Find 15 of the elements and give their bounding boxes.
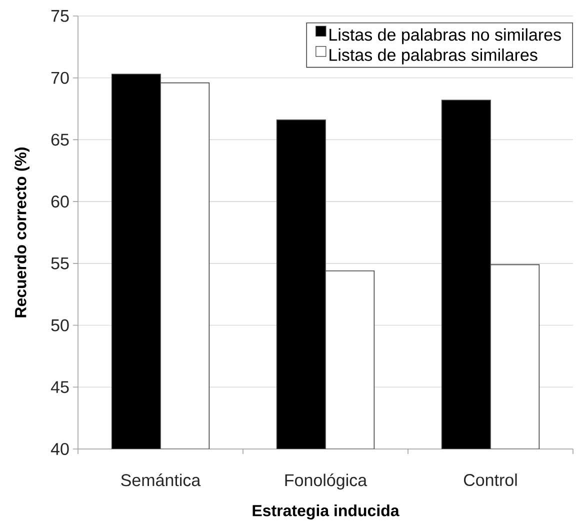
legend-label: Listas de palabras no similares	[330, 28, 561, 44]
legend-label: Listas de palabras similares	[330, 48, 538, 64]
y-tick-label: 50	[51, 319, 69, 332]
y-axis-title: Recuerdo correcto (%)	[14, 148, 30, 318]
x-tick-label: Semántica	[121, 474, 201, 486]
x-tick-label: Control	[464, 474, 517, 486]
y-tick-label: 55	[51, 257, 69, 270]
y-tick-label: 70	[51, 72, 69, 84]
y-tick-label: 75	[51, 10, 69, 22]
y-tick-label: 60	[51, 196, 69, 208]
x-tick-label: Fonológica	[285, 474, 368, 490]
y-tick-label: 65	[51, 134, 69, 146]
y-tick-label: 40	[50, 442, 69, 456]
x-axis-title: Estrategia inducida	[252, 504, 400, 520]
y-tick-label: 45	[50, 381, 69, 394]
